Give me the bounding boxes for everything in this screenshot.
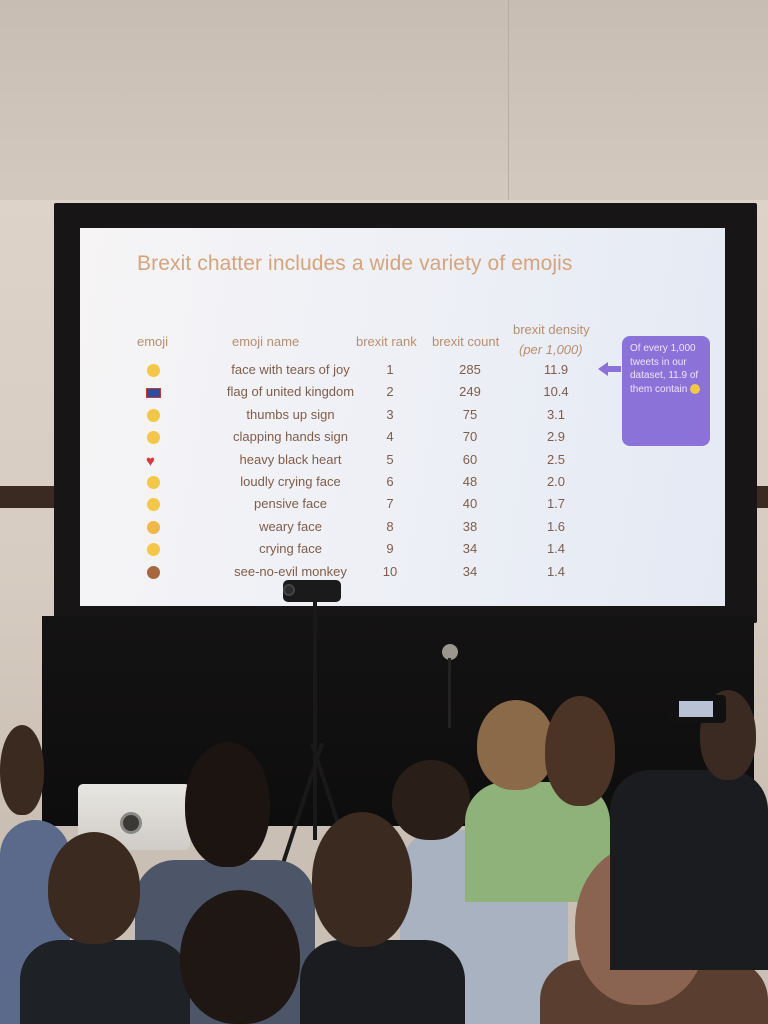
table-row: loudly crying face 6 48 2.0	[80, 474, 725, 496]
thumbs-up-sign-icon	[147, 408, 160, 422]
flag-of-united-kingdom-icon	[146, 388, 161, 399]
attendee-shirt	[20, 940, 190, 1024]
brexit-density-cell: 1.4	[546, 563, 566, 579]
attendee-head	[392, 760, 470, 840]
emoji-name-cell: clapping hands sign	[233, 429, 348, 445]
attendee-head	[180, 890, 300, 1024]
emoji-name-cell: loudly crying face	[240, 474, 341, 489]
brexit-density-cell: 1.4	[546, 541, 566, 557]
crying-face-icon	[147, 543, 160, 557]
wall-trim-left	[0, 486, 58, 508]
emoji-name-cell: heavy black heart	[239, 451, 342, 467]
header-emoji-name: emoji name	[232, 334, 300, 349]
header-brexit-count: brexit count	[432, 334, 500, 349]
callout-text: Of every 1,000 tweets in our dataset, 11…	[630, 343, 699, 395]
camera-lens	[283, 584, 295, 596]
weary-face-icon	[147, 520, 160, 534]
attendee-shirt	[300, 940, 465, 1024]
brexit-count-cell: 38	[462, 518, 478, 534]
attendee-head	[545, 696, 615, 806]
emoji-name-cell: weary face	[259, 518, 322, 534]
loudly-crying-face-icon	[147, 476, 160, 489]
brexit-density-cell: 2.9	[546, 429, 566, 445]
see-no-evil-monkey-icon	[147, 565, 160, 579]
wall-seam	[508, 0, 509, 200]
callout-box: Of every 1,000 tweets in our dataset, 11…	[622, 336, 710, 446]
brexit-density-cell: 2.0	[546, 474, 566, 489]
emoji-name-cell: thumbs up sign	[246, 406, 335, 422]
projection-screen: Brexit chatter includes a wide variety o…	[80, 228, 725, 606]
callout-arrow-shaft	[607, 366, 621, 372]
brexit-count-cell: 75	[462, 406, 478, 422]
brexit-count-cell: 34	[462, 541, 478, 557]
brexit-density-cell: 2.5	[546, 451, 566, 467]
brexit-density-cell: 11.9	[543, 362, 569, 377]
brexit-count-cell: 285	[459, 362, 481, 377]
brexit-rank-cell: 4	[386, 429, 394, 445]
brexit-count-cell: 70	[462, 429, 478, 445]
table-row: flag of united kingdom 2 249 10.4	[80, 384, 725, 406]
slide-title: Brexit chatter includes a wide variety o…	[137, 252, 573, 275]
attendee-head	[0, 725, 44, 815]
brexit-density-cell: 1.6	[546, 518, 566, 534]
brexit-count-cell: 40	[462, 496, 478, 512]
brexit-count-cell: 249	[459, 384, 481, 400]
emoji-name-cell: crying face	[259, 541, 322, 557]
brexit-count-cell: 34	[462, 563, 478, 579]
emoji-name-cell: see-no-evil monkey	[234, 563, 347, 579]
brexit-rank-cell: 5	[386, 451, 394, 467]
heavy-black-heart-icon: ♥	[146, 452, 155, 470]
attendee-head	[312, 812, 412, 947]
brexit-rank-cell: 2	[386, 384, 394, 400]
pensive-face-icon	[147, 498, 160, 512]
brexit-rank-cell: 7	[386, 496, 394, 512]
attendee-head	[48, 832, 140, 944]
brexit-density-cell: 10.4	[543, 384, 569, 400]
brexit-rank-cell: 10	[382, 563, 398, 579]
emoji-name-cell: flag of united kingdom	[226, 384, 355, 400]
emoji-name-cell: pensive face	[254, 496, 327, 512]
brexit-density-cell: 3.1	[546, 406, 566, 422]
phone-screen	[679, 701, 713, 717]
header-brexit-density: brexit density	[513, 322, 590, 337]
header-brexit-rank: brexit rank	[356, 334, 417, 349]
brexit-rank-cell: 1	[386, 362, 394, 377]
brexit-rank-cell: 6	[386, 474, 394, 489]
brexit-density-cell: 1.7	[546, 496, 566, 512]
attendee-shirt	[610, 770, 768, 970]
microphone-icon	[442, 644, 458, 660]
table-row: face with tears of joy 1 285 11.9	[80, 362, 725, 384]
brexit-rank-cell: 9	[386, 541, 394, 557]
table-row: weary face 8 38 1.6	[80, 519, 725, 541]
brexit-rank-cell: 3	[386, 406, 394, 422]
wall-upper	[0, 0, 768, 200]
callout-arrow-icon	[598, 362, 608, 376]
header-density-sub: (per 1,000)	[519, 342, 583, 357]
table-row: see-no-evil monkey 10 34 1.4	[80, 564, 725, 586]
face-with-tears-of-joy-icon	[147, 364, 160, 377]
projector-lens	[120, 812, 142, 834]
emoji-name-cell: face with tears of joy	[231, 362, 350, 377]
tripod-center-leg	[313, 600, 317, 840]
attendee-head	[185, 742, 270, 867]
table-row: clapping hands sign 4 70 2.9	[80, 429, 725, 451]
header-emoji: emoji	[137, 334, 169, 349]
table-row: pensive face 7 40 1.7	[80, 496, 725, 518]
table-row: ♥ heavy black heart 5 60 2.5	[80, 452, 725, 474]
clapping-hands-sign-icon	[147, 431, 160, 445]
table-row: crying face 9 34 1.4	[80, 541, 725, 563]
brexit-count-cell: 60	[462, 451, 478, 467]
microphone-stand	[448, 658, 451, 728]
brexit-count-cell: 48	[462, 474, 478, 489]
attendee-head	[477, 700, 555, 790]
video-camera-icon	[283, 580, 341, 602]
table-row: thumbs up sign 3 75 3.1	[80, 407, 725, 429]
face-with-tears-of-joy-icon	[690, 383, 701, 394]
brexit-rank-cell: 8	[386, 518, 394, 534]
